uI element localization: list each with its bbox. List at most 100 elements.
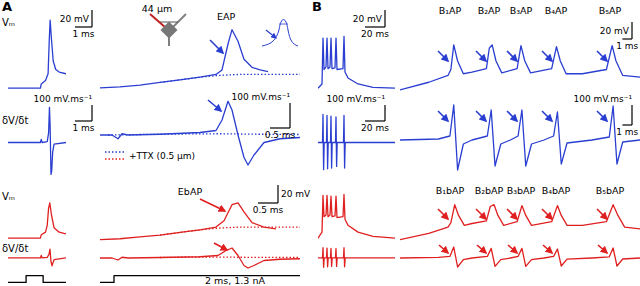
plot-area	[8, 203, 66, 238]
arrow	[508, 245, 517, 253]
scale-bar-label: 100 mV.ms⁻¹	[574, 94, 633, 104]
arrow	[476, 209, 486, 219]
annotation: EAP	[217, 11, 236, 22]
arrow	[597, 111, 607, 121]
plot-area	[318, 114, 395, 169]
electrode-diagram	[150, 14, 186, 46]
arrow	[507, 111, 517, 121]
trace	[400, 105, 640, 170]
arrow	[210, 40, 223, 53]
trace	[100, 203, 276, 240]
scale-bar-label: 100 mV.ms⁻¹	[34, 94, 93, 104]
panel: B₁bAPB₂bAPB₃bAPB₄bAPB₅bAP	[400, 185, 640, 240]
scale-bar-label: 0.5 ms	[253, 205, 284, 215]
trace	[8, 276, 66, 283]
scale-bar-y	[91, 10, 92, 27]
arrow	[542, 51, 552, 61]
panel: 2 ms, 1.3 nA	[100, 275, 300, 286]
soma	[161, 22, 178, 39]
plot-area	[100, 276, 300, 283]
trace	[318, 36, 395, 88]
scale-bar-label: 20 ms	[361, 123, 389, 133]
trace	[100, 248, 300, 268]
arrow	[542, 209, 552, 219]
inset-arrow	[266, 30, 276, 38]
plot-area	[400, 205, 640, 240]
arrow	[598, 245, 607, 253]
trace-ttx	[160, 227, 300, 235]
panel: Vₘ	[2, 191, 66, 238]
legend-swatch	[105, 158, 125, 159]
electrode	[172, 14, 186, 28]
electrode	[150, 14, 166, 28]
arrow	[438, 51, 448, 61]
annotation: B₁bAP	[436, 185, 465, 196]
arrow	[438, 111, 448, 121]
scale-bar-label: 1 ms	[72, 29, 94, 39]
panel: 20 mV1 msB₁APB₂APB₃APB₄APB₅AP	[400, 5, 640, 90]
arrow	[200, 199, 225, 211]
panel: 100 mV.ms⁻¹1 ms	[400, 94, 640, 170]
trace	[400, 45, 640, 90]
inset-width	[279, 24, 288, 25]
row-label: Vₘ	[2, 191, 15, 202]
arrow	[597, 51, 607, 61]
scale-bar-x	[270, 127, 290, 128]
scale-bar-label: 20 mV	[600, 26, 630, 36]
figure: AVₘ20 mV1 msEAP44 µmδV/δt100 mV.ms⁻¹1 ms…	[0, 0, 640, 286]
plot-area	[8, 276, 66, 283]
arrow	[439, 245, 448, 253]
scale-bar-y	[631, 22, 632, 39]
trace	[318, 114, 395, 169]
panel: 100 mV.ms⁻¹ 20 ms	[318, 94, 395, 170]
annotation: B₃AP	[510, 5, 533, 16]
scale-bar-x	[75, 120, 92, 121]
trace	[318, 194, 395, 238]
inset-curve	[262, 20, 298, 47]
annotation: B₄AP	[545, 5, 568, 16]
scale-bar-x	[365, 120, 385, 121]
trace	[8, 20, 66, 88]
panel: AVₘ20 mV1 ms	[2, 0, 95, 88]
scale-bar-y	[289, 103, 290, 128]
row-label: δV/δt	[2, 243, 28, 254]
annotation: B₂bAP	[475, 185, 504, 196]
panel-label: B	[312, 0, 322, 14]
scale-bar-label: 1 ms	[72, 123, 94, 133]
trace	[100, 101, 300, 165]
scale-bar-x	[258, 202, 278, 203]
arrow	[477, 245, 486, 253]
scale-bar-x	[622, 124, 632, 125]
scale-bar-label: 20 ms	[361, 29, 389, 39]
scale-bar-y	[631, 105, 632, 125]
row-label: Vₘ	[2, 17, 15, 28]
panel: δV/δt	[2, 243, 66, 266]
annotation: B₅AP	[599, 5, 622, 16]
scale-bar-label: 100 mV.ms⁻¹	[327, 94, 386, 104]
trace	[8, 203, 66, 238]
arrow	[542, 111, 552, 121]
annotation: 44 µm	[142, 3, 172, 14]
panel	[318, 194, 395, 238]
scale-bar-x	[622, 38, 632, 39]
arrow	[507, 51, 517, 61]
trace-ttx	[160, 74, 300, 82]
panel	[100, 248, 300, 268]
panel: 20 mV0.5 msEbAP	[100, 185, 311, 240]
scale-bar-x	[365, 26, 385, 27]
plot-area	[318, 36, 395, 88]
panel: 100 mV.ms⁻¹0.5 ms+TTX (0.5 µm)	[100, 92, 300, 165]
plot-area	[318, 248, 395, 268]
legend-label: +TTX (0.5 µm)	[129, 151, 195, 161]
scale-bar-x	[75, 26, 92, 27]
plot-area	[100, 203, 300, 240]
arrow	[208, 100, 221, 111]
annotation: 2 ms, 1.3 nA	[205, 275, 265, 286]
plot-area	[400, 45, 640, 90]
plot-area	[100, 248, 300, 268]
annotation: B₃bAP	[507, 185, 536, 196]
trace	[100, 30, 268, 88]
plot-area	[318, 194, 395, 238]
panel-label: A	[2, 0, 12, 14]
trace	[318, 248, 395, 268]
